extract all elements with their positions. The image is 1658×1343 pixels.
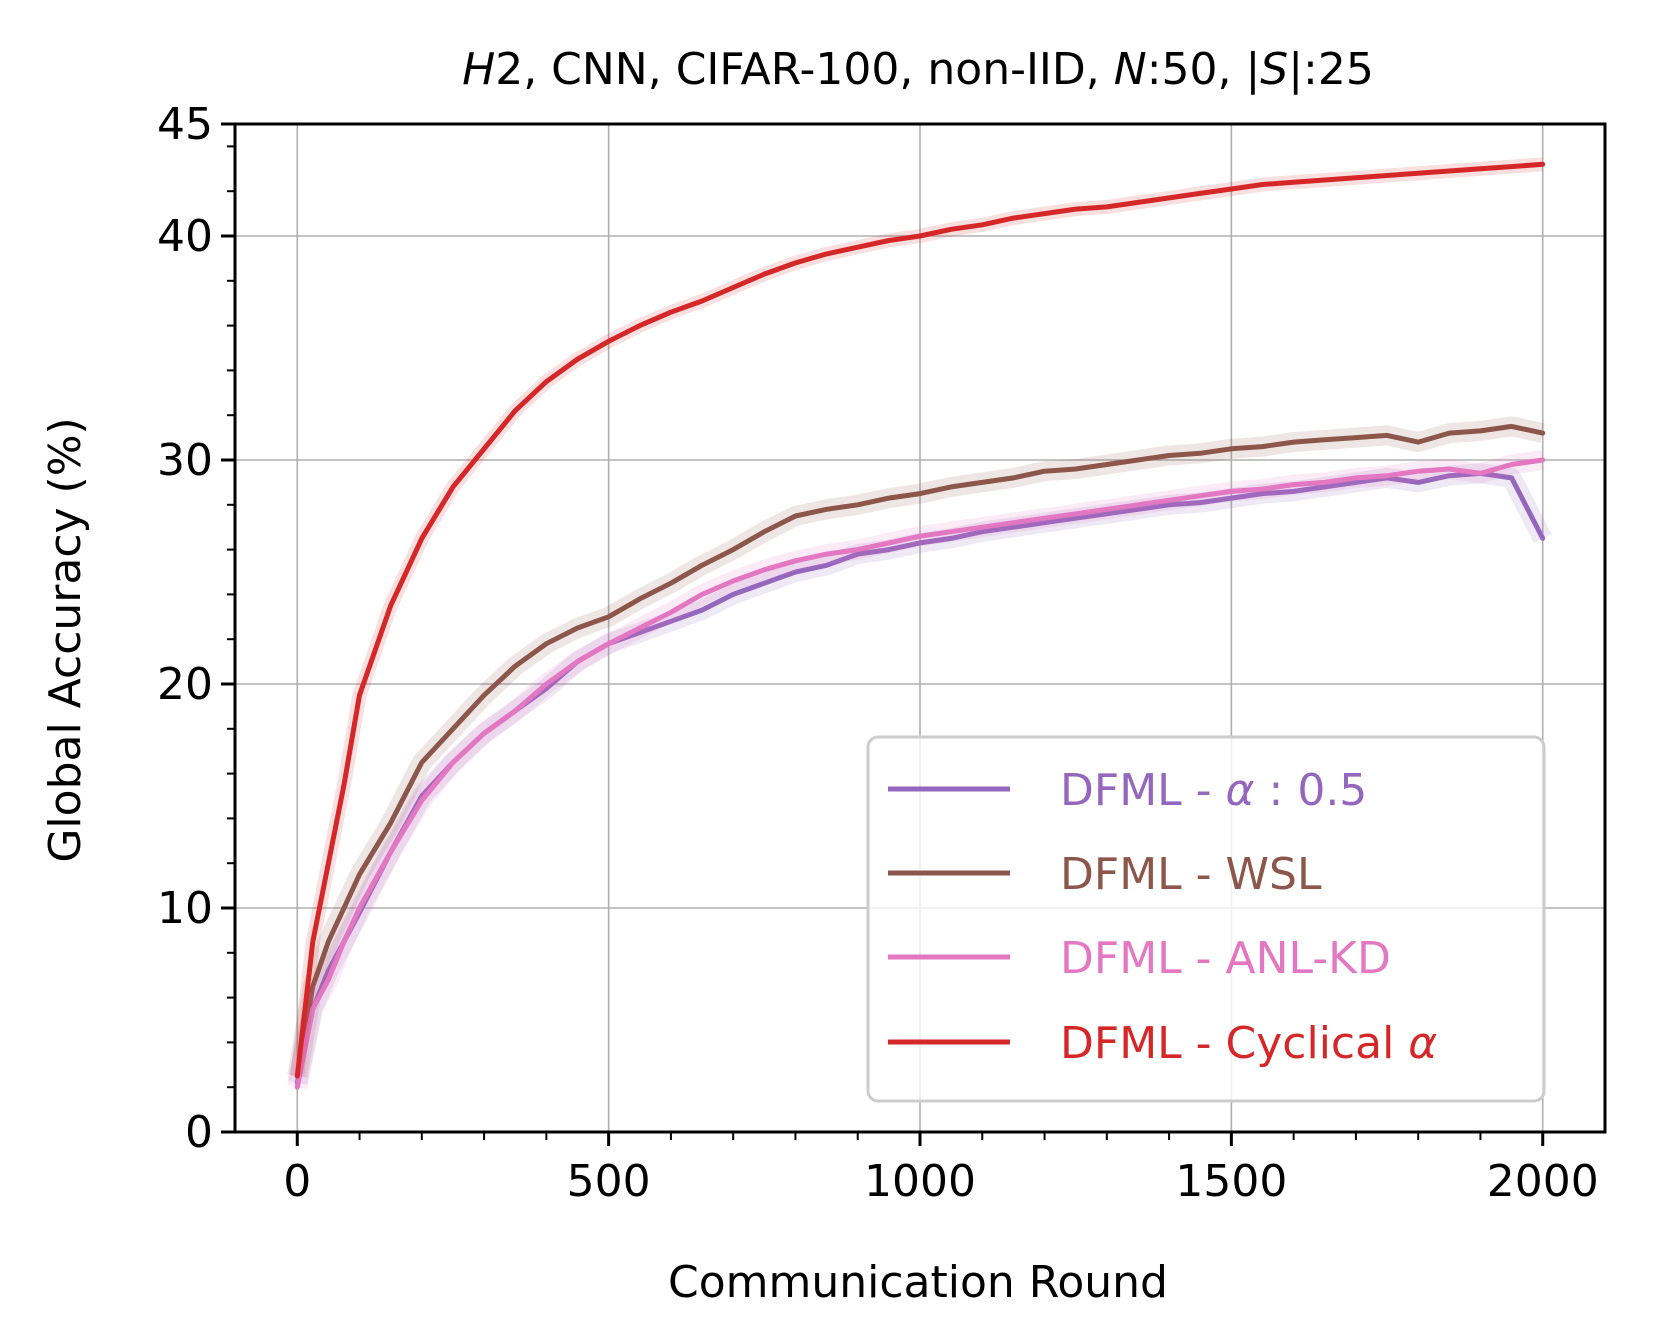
x-tick-label: 1500 xyxy=(1175,1156,1287,1207)
series-2 xyxy=(287,416,1546,1079)
chart-title: H2, CNN, CIFAR-100, non-IID, N:50, |S|:2… xyxy=(462,44,1374,95)
x-tick-label: 1000 xyxy=(864,1156,976,1207)
legend-box xyxy=(866,735,1546,1103)
legend-label: DFML - ANL-KD xyxy=(1060,933,1391,984)
y-axis-title: Global Accuracy (%) xyxy=(40,417,91,862)
y-tick-label: 40 xyxy=(157,211,213,262)
series-layer xyxy=(287,157,1552,1090)
x-tick-label: 2000 xyxy=(1487,1156,1599,1207)
y-tick-label: 45 xyxy=(157,99,213,150)
x-axis: 0 500 1000 1500 2000 xyxy=(283,1132,1599,1207)
y-axis: 0 10 20 30 40 45 xyxy=(157,99,235,1158)
y-tick-label: 10 xyxy=(157,883,213,934)
y-tick-label: 30 xyxy=(157,435,213,486)
y-tick-label: 0 xyxy=(185,1107,213,1158)
y-tick-label: 20 xyxy=(157,659,213,710)
series-3 xyxy=(287,450,1546,1090)
series-4 xyxy=(290,157,1546,1079)
legend-label: DFML - WSL xyxy=(1060,849,1322,900)
legend-label: DFML - α : 0.5 xyxy=(1060,765,1367,816)
legend: DFML - α : 0.5 DFML - WSL DFML - ANL-KD DFM… xyxy=(866,735,1546,1103)
legend-label: DFML - Cyclical α xyxy=(1060,1018,1437,1069)
x-tick-label: 500 xyxy=(567,1156,651,1207)
x-axis-title: Communication Round xyxy=(668,1257,1168,1308)
x-tick-label: 0 xyxy=(283,1156,311,1207)
